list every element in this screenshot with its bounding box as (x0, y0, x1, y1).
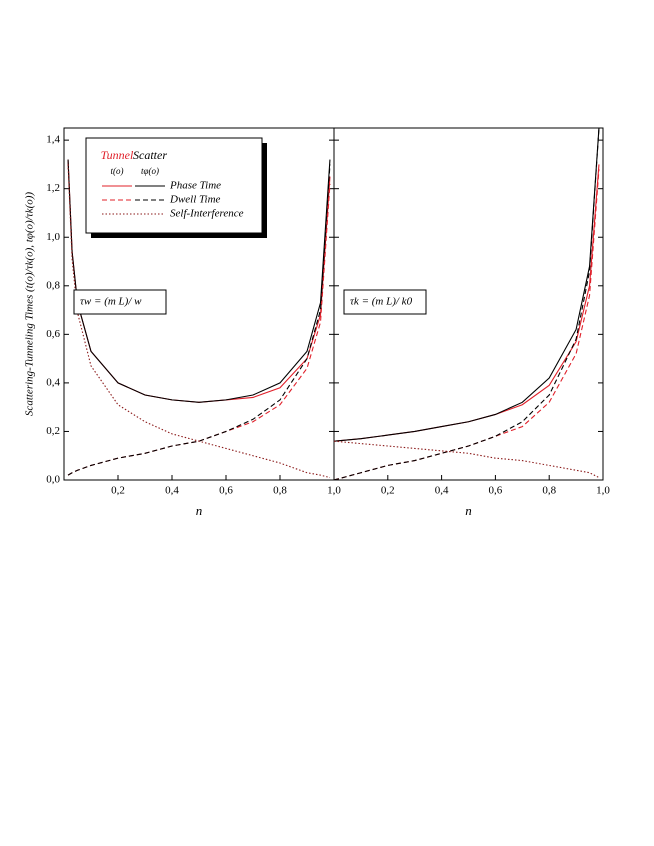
y-axis-label: Scattering-Tunneling Times (t(o)/τk(o), … (24, 192, 36, 416)
x-tick-label: 0,8 (542, 485, 556, 497)
y-tick-label: 1,0 (46, 231, 60, 243)
y-tick-label: 0,8 (46, 279, 60, 291)
x-tick-label: 0,2 (381, 485, 395, 497)
y-tick-label: 0,6 (46, 328, 60, 340)
legend-column: Scatter (133, 148, 167, 162)
legend-column: Tunnel (101, 148, 134, 162)
legend-symbol: tφ(o) (141, 166, 159, 176)
x-tick-label: 0,6 (489, 485, 503, 497)
y-tick-label: 0,4 (46, 376, 60, 388)
x-tick-label: 1,0 (327, 485, 341, 497)
legend-label: Dwell Time (169, 194, 221, 206)
x-tick-label: 0,8 (273, 485, 287, 497)
annotation-box (343, 289, 427, 315)
legend-symbol: t(o) (111, 166, 124, 176)
legend-label: Self-Interference (170, 208, 244, 220)
annotation: τw = (m L)/ w (80, 296, 142, 308)
x-axis-label: n (196, 503, 203, 518)
y-tick-label: 0,0 (46, 474, 60, 486)
y-tick-label: 0,2 (46, 425, 60, 437)
x-tick-label: 0,6 (219, 485, 233, 497)
annotation-box (73, 289, 167, 315)
plot-frame (333, 127, 604, 481)
y-tick-label: 1,4 (46, 134, 60, 146)
series-line (334, 128, 600, 442)
x-axis-label: n (465, 503, 472, 518)
series-line (334, 169, 600, 480)
x-tick-label: 0,4 (435, 485, 449, 497)
x-tick-label: 1,0 (596, 485, 610, 497)
series-line (334, 128, 600, 480)
annotation: τk = (m L)/ k0 (350, 296, 413, 308)
x-tick-label: 0,4 (165, 485, 179, 497)
legend-label: Phase Time (169, 180, 221, 192)
series-line (67, 164, 331, 479)
series-line (67, 164, 331, 476)
x-tick-label: 0,2 (111, 485, 125, 497)
series-line (334, 440, 600, 479)
y-tick-label: 1,2 (46, 182, 60, 194)
